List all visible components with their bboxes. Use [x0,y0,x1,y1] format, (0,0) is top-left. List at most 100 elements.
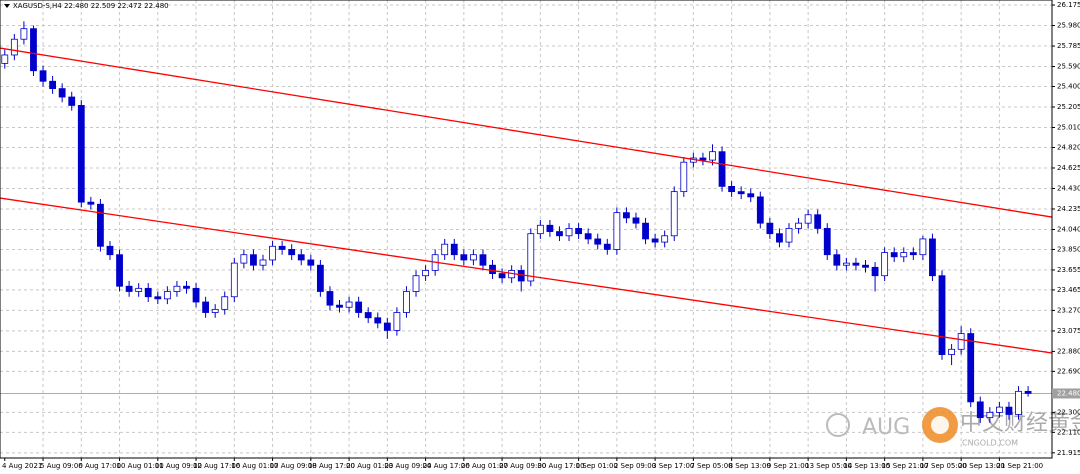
candle-body [804,214,812,224]
x-tick-label: 12 Aug 17:00 [193,462,240,470]
y-tick-label: 25.785 [1057,42,1080,50]
candle-body [527,233,535,282]
y-tick-label: 22.880 [1057,347,1080,355]
plot [0,21,1053,423]
x-tick-label: 18 Aug 17:00 [308,462,355,470]
candle-body [833,254,841,266]
y-tick-label: 24.040 [1057,225,1080,233]
candle-body [77,105,85,203]
y-tick-label: 22.300 [1057,408,1080,416]
y-tick-label: 24.625 [1057,164,1080,172]
candle-body [909,252,917,256]
x-tick-label: 5 Aug 09:00 [40,462,83,470]
x-tick-label: 17 Aug 09:00 [270,462,317,470]
candle-body [737,191,745,195]
candle-body [259,259,267,266]
candle-body [919,238,927,256]
candle-body [814,214,822,229]
candle-body [642,222,649,240]
candle-body [154,296,162,300]
candle-body [594,238,602,245]
candle-body [422,270,429,277]
candle-body [862,264,869,268]
candle-body [785,228,793,243]
candle-body [211,308,219,313]
candle-body [1005,406,1013,415]
candle-body [852,262,860,266]
candle-body [269,245,276,261]
candle-body [288,249,296,256]
last-price-label: 22.480 [1057,389,1080,397]
x-tick-label: 11 Aug 09:00 [155,462,202,470]
y-tick-label: 21.915 [1057,449,1080,457]
candle-body [173,285,181,292]
candle-body [556,231,563,237]
candle-body [30,28,37,72]
x-tick-label: 4 Aug 2021 [2,462,42,470]
candle-body [823,228,831,256]
x-tick-label: 30 Aug 17:00 [537,462,584,470]
candle-body [383,322,391,331]
y-tick-label: 23.075 [1057,327,1080,335]
candle-body [842,262,850,266]
candle-body [20,28,28,40]
x-tick-label: 6 Aug 17:00 [78,462,121,470]
candle-body [603,243,611,250]
candle-body [661,235,669,243]
candle-body [546,224,554,232]
candle-body [890,252,898,258]
x-tick-label: 14 Sep 13:00 [843,462,890,470]
y-tick-label: 24.430 [1057,184,1080,192]
candle-body [393,312,401,331]
candle-body [192,287,200,303]
candle-body [670,191,678,237]
candle-body [278,245,286,250]
candle-body [87,201,95,205]
candle-body [316,264,324,292]
candle-body [632,217,640,224]
candle-body [183,285,190,289]
y-tick-label: 26.175 [1057,1,1080,9]
candle-body [938,275,946,355]
y-tick-label: 23.465 [1057,286,1080,294]
candle-body [460,254,468,261]
candle-body [1015,390,1022,415]
candle-body [575,228,582,235]
x-tick-label: 24 Aug 17:00 [423,462,470,470]
candle-body [756,196,764,224]
x-tick-label: 10 Aug 01:00 [117,462,164,470]
candle-body [871,266,879,277]
candle-body [536,224,544,235]
candle-body [976,401,984,419]
candle-body [336,304,343,308]
candle-body [929,238,936,277]
candle-body [345,301,353,308]
candle-body [97,203,104,247]
candle-body [881,252,889,277]
x-tick-label: 8 Sep 13:00 [729,462,771,470]
candle-body [699,157,707,161]
candle-body [479,254,487,266]
candle-body [307,259,315,266]
candle-body [68,96,76,106]
candle-body [709,151,716,161]
candle-body [795,222,802,229]
candle-body [202,301,210,313]
x-tick-label: 20 Aug 01:00 [346,462,393,470]
candle-body [163,291,171,300]
x-tick-label: 1 Sep 01:00 [576,462,618,470]
x-tick-label: 9 Sep 21:00 [767,462,809,470]
candle-body [728,185,736,193]
candle-body [326,291,334,306]
y-tick-label: 25.980 [1057,22,1080,30]
x-tick-label: 21 Sep 21:00 [996,462,1043,470]
candle-body [221,296,229,310]
candle-body [450,243,458,256]
trendline [0,47,1053,218]
chart-title: XAGUSD-S,H4 22.480 22.509 22.472 22.480 [13,2,169,10]
candle-body [10,38,18,56]
last-price-box [1052,388,1080,399]
candle-body [441,243,449,256]
